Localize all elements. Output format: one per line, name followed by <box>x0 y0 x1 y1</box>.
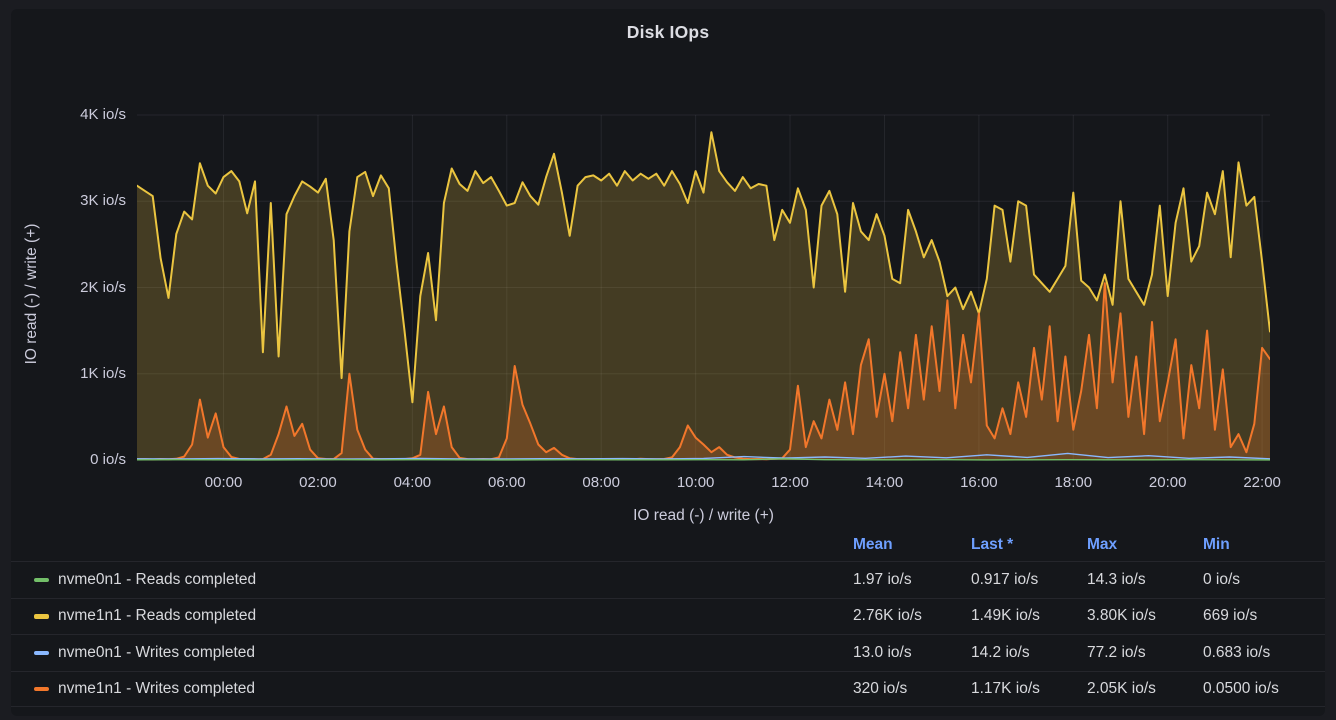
legend-value-min: 0 io/s <box>1203 570 1241 588</box>
legend-value-min: 0.683 io/s <box>1203 643 1271 661</box>
legend-value-max: 77.2 io/s <box>1087 643 1146 661</box>
series-area <box>137 132 1270 461</box>
legend-value-mean: 320 io/s <box>853 679 908 697</box>
legend-value-mean: 2.76K io/s <box>853 607 922 625</box>
x-tick-label: 14:00 <box>865 474 904 491</box>
legend-value-max: 3.80K io/s <box>1087 607 1156 625</box>
x-tick-label: 00:00 <box>204 474 243 491</box>
legend-series-label[interactable]: nvme0n1 - Writes completed <box>58 643 255 661</box>
series-color-swatch[interactable] <box>34 650 49 655</box>
series-line <box>137 458 1270 461</box>
legend-row[interactable]: nvme0n1 - Writes completed 13.0 io/s 14.2 … <box>11 634 1325 671</box>
x-tick-label: 06:00 <box>488 474 526 491</box>
legend-value-last: 1.17K io/s <box>971 679 1040 697</box>
legend-value-min: 669 io/s <box>1203 607 1258 625</box>
legend-column-min[interactable]: Min <box>1203 535 1230 553</box>
legend-series-cell[interactable]: nvme1n1 - Writes completed <box>34 680 853 698</box>
legend-column-last[interactable]: Last * <box>971 535 1014 553</box>
legend-series-cell[interactable]: nvme1n1 - Reads completed <box>34 607 853 625</box>
legend-series-label[interactable]: nvme0n1 - Reads completed <box>58 570 257 588</box>
y-tick-label: 2K io/s <box>80 278 126 296</box>
legend-row[interactable]: nvme1n1 - Reads completed 2.76K io/s 1.49K… <box>11 597 1325 635</box>
x-tick-label: 22:00 <box>1243 474 1281 491</box>
series-line <box>137 131 1270 404</box>
y-tick-label: 3K io/s <box>80 192 126 210</box>
y-tick-label: 4K io/s <box>80 106 126 123</box>
legend-series-label[interactable]: nvme1n1 - Reads completed <box>58 607 257 625</box>
timeseries-plot[interactable] <box>137 113 1270 462</box>
legend-table: Mean Last * Max Min nvme0n1 - Reads complete… <box>11 528 1325 707</box>
legend-series-cell[interactable]: nvme0n1 - Writes completed <box>34 644 853 662</box>
legend-value-max: 14.3 io/s <box>1087 570 1146 588</box>
legend-row[interactable]: nvme0n1 - Reads completed 1.97 io/s 0.917 … <box>11 561 1325 598</box>
panel-title[interactable]: Disk IOps <box>626 22 710 42</box>
legend-series-label[interactable]: nvme1n1 - Writes completed <box>58 679 255 697</box>
legend-value-last: 0.917 io/s <box>971 570 1039 588</box>
disk-iops-panel: Disk IOps IO read (-) / write (+) 4K io/… <box>11 9 1325 716</box>
legend-value-min: 0.0500 io/s <box>1203 679 1279 697</box>
x-tick-label: 08:00 <box>582 474 620 491</box>
legend-value-last: 1.49K io/s <box>971 607 1040 625</box>
x-axis-title: IO read (-) / write (+) <box>633 507 774 524</box>
legend-value-mean: 1.97 io/s <box>853 570 912 588</box>
series-color-swatch[interactable] <box>34 686 49 691</box>
legend-value-max: 2.05K io/s <box>1087 679 1156 697</box>
x-tick-label: 12:00 <box>771 474 809 491</box>
series-area <box>137 283 1270 460</box>
series-line <box>137 452 1270 460</box>
legend-header-row: Mean Last * Max Min <box>11 528 1325 561</box>
legend-series-cell[interactable]: nvme0n1 - Reads completed <box>34 571 853 589</box>
x-tick-label: 16:00 <box>960 474 998 491</box>
x-tick-label: 04:00 <box>393 474 432 491</box>
x-tick-label: 02:00 <box>299 474 337 491</box>
x-tick-label: 20:00 <box>1148 474 1187 491</box>
y-tick-label: 0 io/s <box>90 451 126 468</box>
legend-value-last: 14.2 io/s <box>971 643 1030 661</box>
legend-row[interactable]: nvme1n1 - Writes completed 320 io/s 1.17K … <box>11 670 1325 707</box>
y-tick-label: 1K io/s <box>80 364 126 382</box>
legend-value-mean: 13.0 io/s <box>853 643 912 661</box>
series-color-swatch[interactable] <box>34 577 49 582</box>
x-tick-label: 18:00 <box>1054 474 1093 491</box>
legend-column-mean[interactable]: Mean <box>853 535 893 553</box>
series-color-swatch[interactable] <box>34 614 49 619</box>
x-tick-label: 10:00 <box>676 474 715 491</box>
legend-column-max[interactable]: Max <box>1087 535 1118 553</box>
